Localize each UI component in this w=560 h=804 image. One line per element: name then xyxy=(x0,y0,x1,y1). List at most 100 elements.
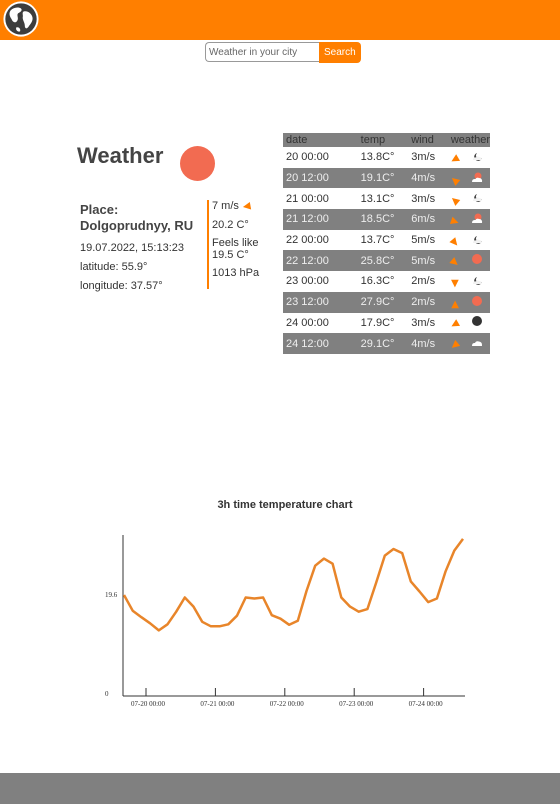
wind-direction-icon: ◀ xyxy=(448,194,462,208)
forecast-weather: ◀ xyxy=(448,271,490,292)
x-tick-label: 07-23 00:00 xyxy=(339,700,374,708)
forecast-temp: 13.1C° xyxy=(360,192,395,205)
forecast-weather: ◀ xyxy=(447,333,490,354)
forecast-date: 20 12:00 xyxy=(283,167,358,189)
current-pressure: 1013 hPa xyxy=(212,267,260,279)
forecast-weather: ◀ xyxy=(447,291,490,313)
footer-bar xyxy=(0,773,560,804)
forecast-date: 21 12:00 xyxy=(283,209,358,230)
forecast-weather: ◀ xyxy=(448,188,490,209)
feels-like-value: 19.5 C° xyxy=(212,249,249,261)
wind-direction-icon: ◀ xyxy=(448,338,462,353)
x-tick-label: 07-21 00:00 xyxy=(200,700,235,708)
wind-direction-icon: ◀ xyxy=(448,318,461,332)
forecast-temp: 25.8C° xyxy=(357,250,409,272)
forecast-weather: ◀ xyxy=(448,147,490,168)
sun-icon xyxy=(471,254,483,268)
moon-cloud-icon xyxy=(471,152,483,165)
forecast-date: 23 00:00 xyxy=(286,275,329,288)
forecast-wind: 6m/s xyxy=(408,209,448,230)
search-button[interactable]: Search xyxy=(319,42,361,63)
forecast-header-row: date temp wind weather xyxy=(283,133,490,147)
wind-direction-icon: ◀ xyxy=(448,235,462,249)
wind-direction-icon: ◀ xyxy=(448,173,462,187)
current-wind: 7 m/s xyxy=(212,200,239,212)
forecast-weather: ◀ xyxy=(447,250,490,272)
forecast-weather: ◀ xyxy=(447,209,490,230)
forecast-row: 22 12:00 25.8C° 5m/s ◀ xyxy=(283,250,490,272)
forecast-weather: ◀ xyxy=(448,230,490,251)
forecast-wind: 2m/s xyxy=(411,275,436,288)
forecast-date: 24 00:00 xyxy=(286,316,329,329)
place-label: Place: xyxy=(80,202,119,217)
forecast-date: 22 12:00 xyxy=(283,250,358,272)
forecast-row: 23 00:00 16.3C° 2m/s ◀ xyxy=(283,271,490,292)
wind-direction-icon: ◀ xyxy=(449,300,461,309)
forecast-wind: 3m/s xyxy=(411,151,436,164)
sun-cloud-icon xyxy=(471,213,483,227)
forecast-wind: 4m/s xyxy=(408,167,448,189)
sun-icon xyxy=(471,295,483,310)
wind-direction-icon: ◀ xyxy=(449,214,461,228)
forecast-row: 23 12:00 27.9C° 2m/s ◀ xyxy=(283,291,490,313)
forecast-row: 21 12:00 18.5C° 6m/s ◀ xyxy=(283,209,490,230)
forecast-row: 24 12:00 29.1C° 4m/s ◀ xyxy=(283,333,490,354)
forecast-date: 21 00:00 xyxy=(286,192,329,205)
forecast-date: 23 12:00 xyxy=(283,291,358,313)
cloud-icon xyxy=(471,339,483,351)
forecast-weather: ◀ xyxy=(448,313,490,334)
page-title: Weather xyxy=(77,143,164,168)
temperature-chart: 07-20 00:00 07-21 00:00 07-22 00:00 07-23 0… xyxy=(105,535,465,708)
search-form: Search xyxy=(205,42,361,63)
globe-icon[interactable] xyxy=(2,0,40,38)
y-tick-label: 19.6 xyxy=(105,591,118,599)
forecast-temp: 29.1C° xyxy=(357,333,409,354)
x-tick-label: 07-22 00:00 xyxy=(270,700,305,708)
forecast-row: 21 00:00 13.1C° 3m/s ◀ xyxy=(283,188,490,209)
col-weather: weather xyxy=(447,133,490,147)
place-info: Place: Dolgoprudnyy, RU 19.07.2022, 15:1… xyxy=(80,202,205,296)
forecast-date: 24 12:00 xyxy=(283,333,358,354)
wind-direction-icon: ◀ xyxy=(448,256,462,270)
x-tick-label: 07-24 00:00 xyxy=(409,700,444,708)
forecast-row: 20 00:00 13.8C° 3m/s ◀ xyxy=(283,147,490,168)
current-conditions: 7 m/s ◀ 20.2 C° Feels like 19.5 C° 1013 hP… xyxy=(207,200,259,289)
forecast-temp: 16.3C° xyxy=(360,275,395,288)
forecast-table: date temp wind weather 20 00:00 13.8C° 3m/… xyxy=(283,133,490,354)
wind-direction-icon: ◀ xyxy=(448,152,461,167)
forecast-date: 22 00:00 xyxy=(286,234,329,247)
forecast-wind: 2m/s xyxy=(408,291,448,313)
latitude: latitude: 55.9° xyxy=(80,261,148,273)
forecast-wind: 3m/s xyxy=(411,316,436,329)
place-name: Dolgoprudnyy, RU xyxy=(80,218,194,233)
forecast-row: 24 00:00 17.9C° 3m/s ◀ xyxy=(283,313,490,334)
col-date: date xyxy=(283,133,358,147)
sun-cloud-icon xyxy=(471,172,483,186)
search-input[interactable] xyxy=(205,42,319,62)
x-tick-label: 07-20 00:00 xyxy=(131,700,166,708)
forecast-date: 20 00:00 xyxy=(286,151,329,164)
datetime: 19.07.2022, 15:13:23 xyxy=(80,242,184,254)
chart-title: 3h time temperature chart xyxy=(217,499,353,511)
forecast-temp: 18.5C° xyxy=(357,209,409,230)
sun-icon xyxy=(180,146,215,181)
wind-direction-icon: ◀ xyxy=(449,279,461,288)
current-temp: 20.2 C° xyxy=(212,219,249,231)
forecast-wind: 4m/s xyxy=(408,333,448,354)
moon-cloud-icon xyxy=(471,276,483,289)
forecast-wind: 3m/s xyxy=(411,192,436,205)
forecast-temp: 17.9C° xyxy=(360,316,395,329)
moon-cloud-icon xyxy=(471,194,483,206)
forecast-temp: 19.1C° xyxy=(357,167,409,189)
wind-direction-icon: ◀ xyxy=(241,200,252,213)
current-wind-row: 7 m/s ◀ xyxy=(212,200,259,213)
feels-like-label: Feels like xyxy=(212,237,259,249)
feels-like: Feels like 19.5 C° xyxy=(212,237,259,261)
moon-cloud-icon xyxy=(471,235,483,248)
chart-axes xyxy=(122,535,465,697)
forecast-row: 22 00:00 13.7C° 5m/s ◀ xyxy=(283,230,490,251)
temperature-line xyxy=(122,538,465,632)
forecast-row: 20 12:00 19.1C° 4m/s ◀ xyxy=(283,167,490,189)
forecast-temp: 13.8C° xyxy=(360,151,395,164)
col-temp: temp xyxy=(357,133,409,147)
